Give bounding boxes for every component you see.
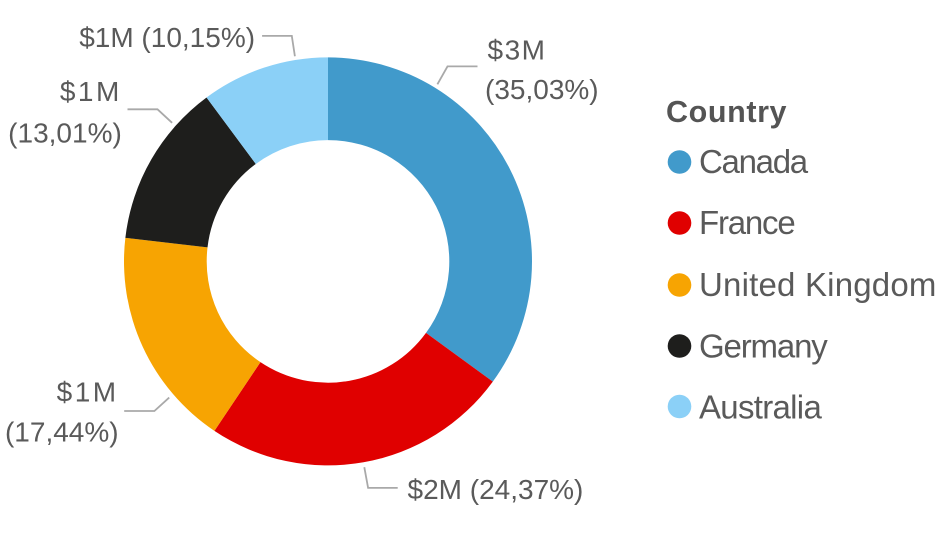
svg-text:(17,44%): (17,44%) xyxy=(5,416,119,447)
svg-text:United Kingdom: United Kingdom xyxy=(699,266,937,303)
svg-text:$3M: $3M xyxy=(488,35,547,66)
svg-text:France: France xyxy=(699,204,795,241)
svg-text:$2M (24,37%): $2M (24,37%) xyxy=(408,474,584,505)
svg-text:Germany: Germany xyxy=(699,328,828,365)
svg-text:$1M: $1M xyxy=(60,76,122,107)
svg-text:Canada: Canada xyxy=(699,143,809,180)
svg-text:$1M: $1M xyxy=(57,377,119,408)
svg-text:$1M (10,15%): $1M (10,15%) xyxy=(79,22,255,53)
svg-text:Australia: Australia xyxy=(699,389,822,426)
svg-text:(13,01%): (13,01%) xyxy=(8,118,122,149)
svg-text:(35,03%): (35,03%) xyxy=(485,74,599,105)
svg-text:Country: Country xyxy=(666,95,787,129)
